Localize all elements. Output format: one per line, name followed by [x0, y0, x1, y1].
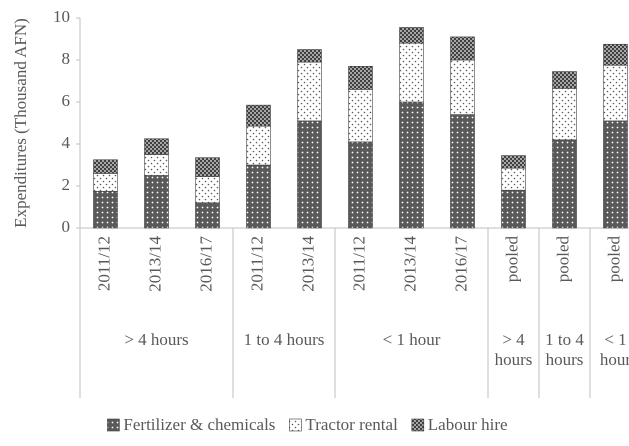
bar-segment — [399, 27, 424, 44]
bar-segment — [552, 71, 577, 89]
legend-label: Labour hire — [428, 415, 508, 434]
bar-segment — [93, 173, 118, 192]
legend-swatch — [411, 418, 425, 432]
group-label: < 1 hour — [599, 330, 629, 369]
x-tick-label: 2011/12 — [349, 236, 368, 291]
group-label: > 4 hours — [124, 330, 189, 349]
bar-segment — [450, 59, 475, 115]
bar-segment — [144, 175, 169, 229]
bar-segment — [246, 104, 271, 127]
bar-segment — [399, 42, 424, 103]
bar-segment — [603, 43, 628, 66]
bar-segment — [195, 176, 220, 204]
x-tick-label: 2011/12 — [247, 236, 266, 291]
y-tick-label: 4 — [62, 133, 71, 152]
bar-segment — [348, 89, 373, 143]
bar-segment — [144, 154, 169, 176]
bar-segment — [297, 49, 322, 63]
bar-segment — [93, 159, 118, 174]
bar-segment — [195, 202, 220, 229]
x-tick-label: 2011/12 — [94, 236, 113, 291]
bar-segment — [450, 114, 475, 229]
legend-label: Fertilizer & chemicals — [123, 415, 275, 434]
group-label: 1 to 4 hours — [545, 330, 584, 369]
bar-segment — [297, 120, 322, 229]
x-tick-label: pooled — [604, 236, 623, 283]
bar-segment — [501, 155, 526, 169]
x-tick-label: pooled — [502, 236, 521, 283]
legend-swatch — [107, 418, 120, 432]
x-tick-label: 2016/17 — [196, 236, 215, 292]
legend-label: Tractor rental — [305, 415, 398, 434]
y-tick-label: 0 — [62, 217, 71, 236]
bar-segment — [195, 157, 220, 177]
y-tick-label: 10 — [53, 7, 70, 26]
bar-segment — [348, 66, 373, 90]
bar-segment — [603, 120, 628, 229]
bar-segment — [348, 141, 373, 229]
group-label: 1 to 4 hours — [243, 330, 325, 349]
group-label: < 1 hour — [382, 330, 441, 349]
bar-segment — [246, 164, 271, 229]
legend-swatch — [289, 418, 302, 432]
group-label: > 4 hours — [494, 330, 533, 369]
y-tick-label: 6 — [62, 91, 71, 110]
x-tick-label: 2013/14 — [145, 236, 164, 292]
x-tick-label: 2013/14 — [298, 236, 317, 292]
bar-segment — [450, 36, 475, 61]
bar-segment — [297, 61, 322, 122]
bar-segment — [399, 101, 424, 229]
bar-segment — [603, 64, 628, 122]
y-tick-label: 2 — [62, 175, 71, 194]
y-axis-title: Expenditures (Thousand AFN) — [11, 18, 30, 228]
bar-segment — [93, 190, 118, 229]
bar-segment — [144, 138, 169, 155]
bar-segment — [246, 125, 271, 166]
bar-segment — [552, 139, 577, 229]
x-tick-label: 2016/17 — [451, 236, 470, 292]
x-tick-label: pooled — [553, 236, 572, 283]
x-tick-label: 2013/14 — [400, 236, 419, 292]
bar-segment — [552, 88, 577, 141]
y-tick-label: 8 — [62, 49, 71, 68]
bar-segment — [501, 167, 526, 191]
bar-segment — [501, 189, 526, 229]
